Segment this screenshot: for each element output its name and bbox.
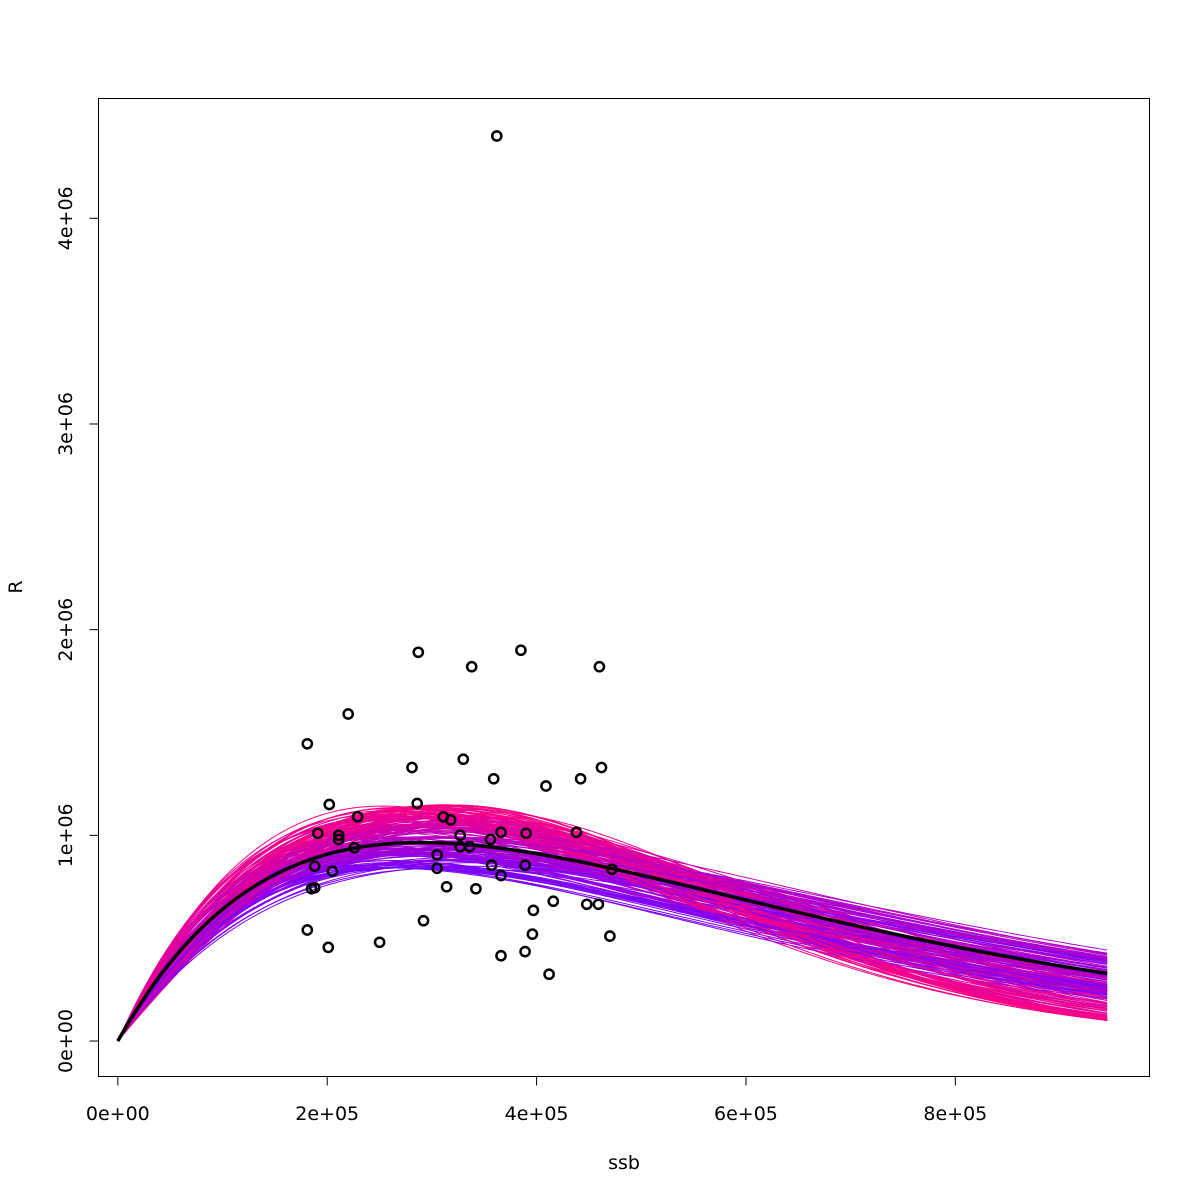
bootstrap-curve — [117, 804, 1108, 1042]
bootstrap-curve — [117, 843, 1108, 1042]
observation-point — [543, 968, 555, 981]
observation-point — [454, 829, 467, 842]
observation-point — [308, 860, 321, 873]
observation-point — [470, 882, 482, 895]
observation-point — [604, 930, 616, 942]
observation-point — [606, 863, 618, 876]
x-tick-label: 6e+05 — [714, 1103, 778, 1125]
observation-point — [351, 810, 364, 823]
observations — [301, 130, 618, 981]
observation-point — [485, 859, 498, 872]
y-tick-label: 1e+06 — [55, 803, 77, 867]
observation-point — [465, 660, 478, 673]
observation-point — [580, 898, 593, 911]
x-tick-label: 0e+00 — [86, 1103, 150, 1125]
observation-point — [431, 849, 443, 861]
x-axis: 0e+00 2e+05 4e+05 6e+05 8e+05 — [86, 1076, 987, 1125]
observation-point — [326, 865, 339, 878]
observation-point — [431, 862, 443, 875]
observation-point — [412, 646, 425, 659]
y-axis: 0e+00 1e+06 2e+06 3e+06 4e+06 — [55, 186, 99, 1073]
observation-point — [342, 708, 355, 720]
x-tick-label: 2e+05 — [295, 1103, 359, 1125]
observation-point — [332, 833, 345, 846]
bootstrap-curve — [117, 806, 1108, 1042]
observation-point — [526, 928, 539, 940]
observation-point — [301, 924, 314, 936]
y-tick-label: 4e+06 — [55, 186, 77, 250]
x-tick-label: 4e+05 — [505, 1103, 569, 1125]
observation-point — [457, 753, 470, 766]
observation-point — [487, 772, 500, 785]
bootstrap-curve — [117, 837, 1108, 1042]
bootstrap-curve — [117, 866, 1108, 1042]
observation-point — [540, 780, 552, 792]
fitted-curve-layer — [116, 840, 1108, 1042]
observation-point — [332, 829, 345, 842]
bootstrap-curves — [117, 804, 1108, 1042]
bootstrap-curve — [117, 827, 1108, 1042]
bootstrap-curve — [117, 848, 1108, 1042]
observation-point — [490, 130, 503, 142]
observation-point — [574, 772, 587, 785]
observation-point — [547, 895, 560, 908]
bootstrap-curve — [117, 818, 1108, 1042]
observation-point — [520, 827, 532, 840]
observation-point — [348, 841, 361, 854]
bootstrap-curve — [117, 807, 1108, 1042]
observation-point — [323, 798, 336, 811]
observation-point — [373, 936, 386, 949]
observation-point — [305, 882, 318, 895]
y-tick-label: 0e+00 — [55, 1009, 77, 1073]
bootstrap-curve — [117, 866, 1108, 1042]
bootstrap-curve — [117, 866, 1108, 1042]
observation-point — [495, 869, 507, 882]
observation-point — [463, 840, 476, 853]
observation-point — [595, 761, 608, 774]
observation-point — [417, 914, 430, 927]
observation-point — [444, 814, 457, 826]
observation-point — [411, 797, 424, 810]
observation-point — [592, 898, 605, 911]
fitted-curve — [116, 840, 1108, 1042]
y-tick-label: 2e+06 — [55, 598, 77, 662]
observation-point — [570, 826, 583, 839]
observation-point — [406, 761, 418, 774]
x-tick-label: 8e+05 — [923, 1103, 987, 1125]
observation-point — [311, 827, 324, 840]
x-axis-label: ssb — [608, 1152, 640, 1174]
observation-point — [440, 880, 453, 893]
observation-point — [322, 941, 335, 954]
y-tick-label: 3e+06 — [55, 392, 77, 456]
observation-point — [515, 644, 527, 657]
observation-point — [527, 904, 540, 917]
observation-point — [495, 826, 507, 839]
bootstrap-curve — [117, 865, 1108, 1042]
bootstrap-curve — [117, 863, 1108, 1042]
observation-point — [484, 833, 497, 846]
observation-point — [495, 949, 507, 962]
y-axis-label: R — [5, 580, 27, 593]
observation-point — [519, 859, 531, 872]
observation-point — [301, 737, 314, 750]
observation-point — [593, 660, 606, 673]
observation-point — [519, 945, 531, 958]
